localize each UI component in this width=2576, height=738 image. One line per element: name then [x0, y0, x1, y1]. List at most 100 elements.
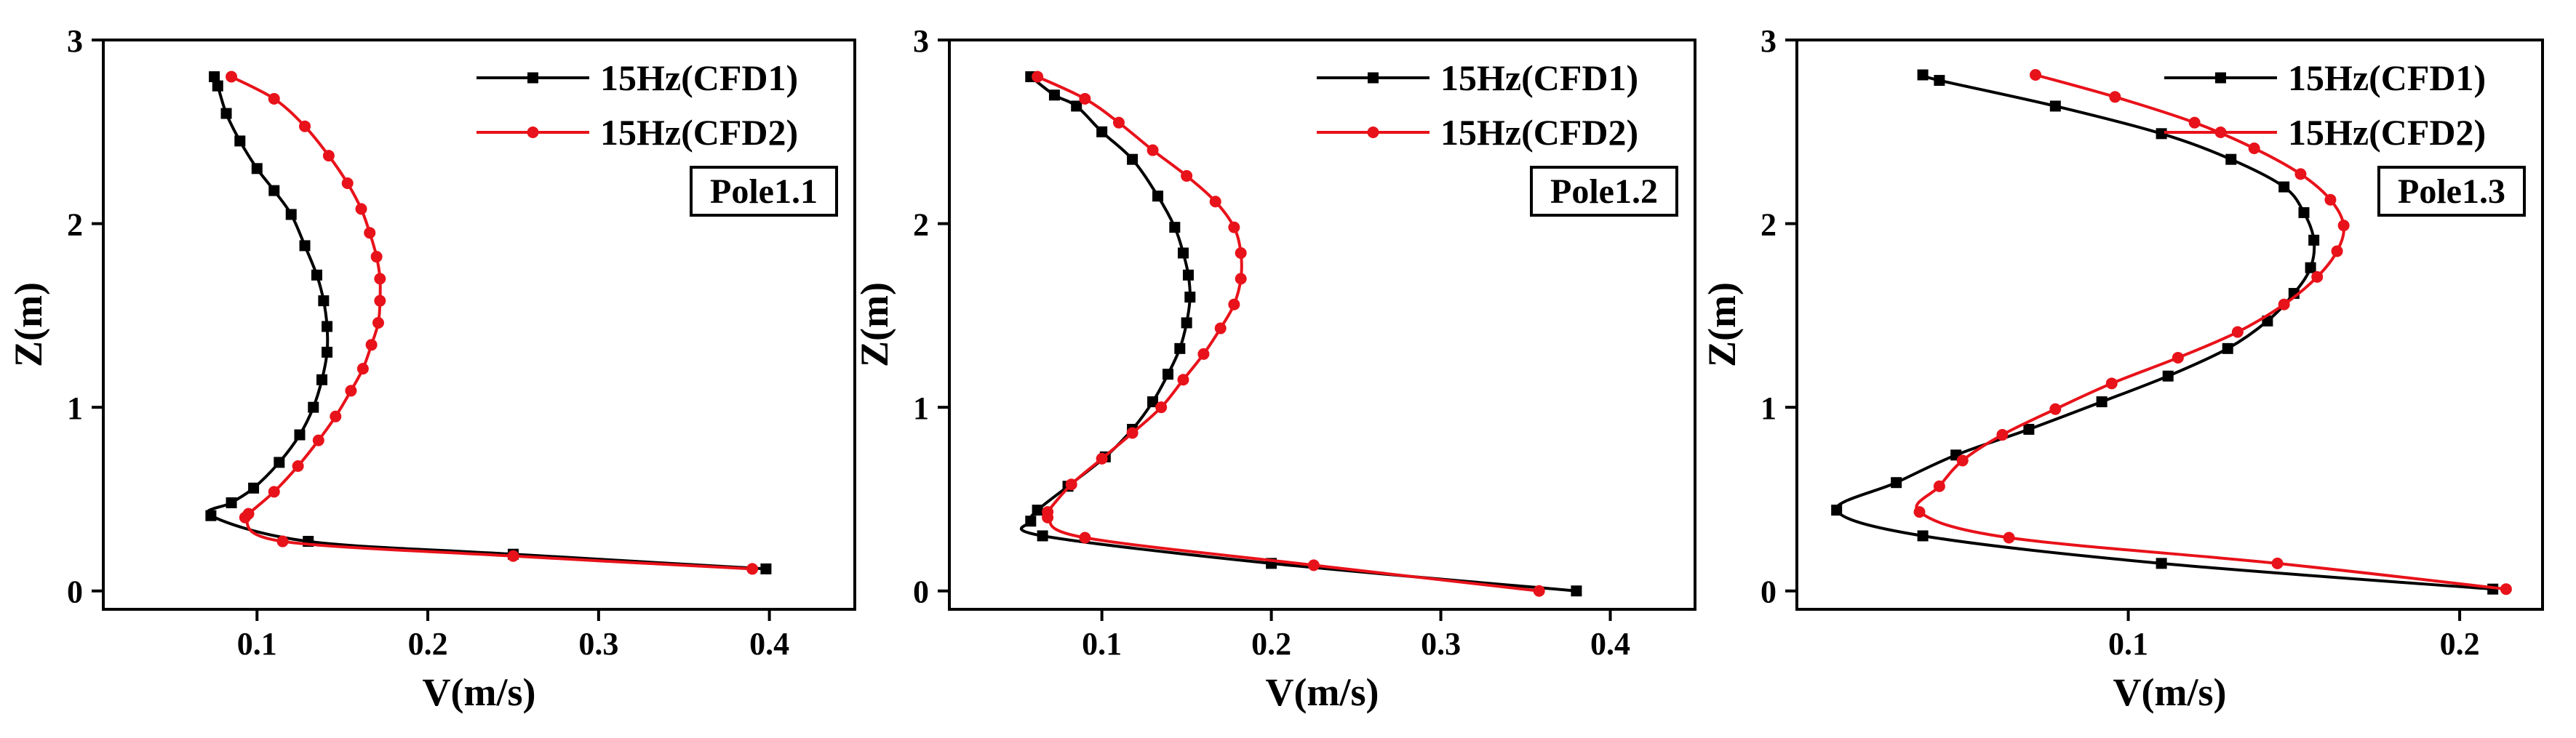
annotation-frame: [1530, 166, 1678, 217]
legend-marker: [1368, 72, 1379, 84]
data-point: [1996, 429, 2009, 441]
data-point: [1177, 374, 1189, 386]
data-point: [2278, 298, 2290, 310]
y-tick-label: 1: [67, 390, 83, 426]
data-point: [2324, 193, 2337, 206]
data-point: [355, 203, 367, 215]
legend-label: 15Hz(CFD1): [600, 57, 798, 98]
data-point: [1112, 116, 1125, 129]
data-point: [1956, 454, 1969, 467]
data-point: [2305, 262, 2316, 273]
data-point: [2278, 181, 2290, 193]
data-point: [251, 163, 263, 175]
x-axis-label: V(m/s): [1266, 670, 1379, 714]
data-point: [248, 482, 260, 494]
y-tick-label: 3: [67, 23, 83, 59]
y-tick-label: 0: [913, 574, 929, 610]
data-point: [372, 316, 384, 329]
data-point: [2500, 583, 2512, 595]
data-point: [1079, 532, 1091, 544]
data-point: [1042, 511, 1054, 524]
data-point: [1181, 169, 1193, 182]
data-point: [311, 269, 322, 281]
data-point: [1174, 342, 1186, 354]
data-point: [1933, 480, 1945, 492]
data-point: [212, 80, 223, 92]
data-point: [1169, 222, 1181, 233]
data-point: [234, 135, 246, 147]
y-tick-label: 2: [1760, 207, 1777, 243]
chart-panel-1: 0.1 0.2 0.3 0.40123V(m/s)Z(m)15Hz(CFD1)15Hz…: [7, 23, 856, 714]
data-point: [2311, 270, 2324, 283]
data-point: [365, 339, 378, 351]
y-tick-label: 3: [1760, 23, 1777, 59]
y-tick-label: 2: [67, 207, 83, 243]
data-point: [1147, 144, 1159, 156]
data-point: [274, 457, 285, 468]
data-point: [2030, 68, 2041, 81]
data-point: [2337, 220, 2350, 232]
data-point: [370, 251, 383, 263]
series-2: [1913, 68, 2512, 595]
data-point: [1079, 92, 1091, 105]
x-tick-label: 0.2: [2440, 626, 2480, 662]
data-point: [322, 346, 333, 358]
data-point: [2188, 116, 2201, 129]
data-point: [2231, 326, 2244, 338]
data-point: [341, 177, 354, 190]
data-point: [1891, 477, 1902, 489]
data-point: [1127, 153, 1139, 165]
data-point: [1917, 530, 1929, 542]
data-point: [308, 401, 319, 413]
data-point: [1917, 69, 1929, 81]
data-point: [1214, 322, 1227, 334]
data-point: [1032, 71, 1044, 83]
data-point: [2271, 557, 2284, 569]
y-tick-label: 2: [913, 207, 929, 243]
data-point: [2225, 153, 2237, 165]
annotation-box: Pole1.2: [1530, 166, 1678, 217]
data-point: [268, 92, 280, 105]
data-point: [330, 410, 342, 422]
data-point: [2105, 377, 2118, 390]
data-point: [1831, 505, 1843, 516]
data-point: [1533, 585, 1545, 597]
x-tick-label: 0.1: [1082, 626, 1122, 662]
data-point: [2156, 558, 2167, 569]
y-axis-label: Z(m): [7, 282, 50, 367]
series-2: [226, 71, 759, 575]
data-point: [345, 385, 357, 397]
data-point: [2109, 91, 2121, 103]
data-point: [226, 497, 237, 509]
data-point: [1163, 369, 1174, 380]
annotation-frame: [2377, 166, 2526, 217]
data-point: [2156, 128, 2167, 140]
data-point: [1048, 89, 1060, 101]
legend-marker: [2214, 127, 2227, 138]
data-point: [746, 563, 759, 575]
series-line: [1020, 75, 1578, 593]
plot-frame: [102, 39, 856, 611]
data-point: [2049, 403, 2062, 415]
data-point: [294, 429, 306, 441]
data-point: [1307, 559, 1320, 571]
annotation-box: Pole1.1: [690, 166, 838, 217]
y-tick-label: 0: [1760, 574, 1777, 610]
data-point: [239, 511, 251, 524]
y-tick-label: 1: [1760, 390, 1777, 426]
data-point: [1025, 516, 1037, 527]
data-point: [1228, 221, 1240, 233]
data-point: [2294, 168, 2307, 180]
data-point: [1065, 478, 1077, 491]
y-axis-label: Z(m): [853, 282, 896, 367]
legend-marker: [1367, 127, 1379, 138]
data-point: [220, 108, 232, 119]
y-tick-label: 3: [913, 23, 929, 59]
data-point: [268, 486, 280, 498]
data-point: [1184, 292, 1196, 303]
data-point: [2308, 234, 2320, 246]
data-point: [276, 535, 289, 548]
series-line: [1835, 73, 2495, 591]
legend-label: 15Hz(CFD1): [2288, 57, 2486, 98]
